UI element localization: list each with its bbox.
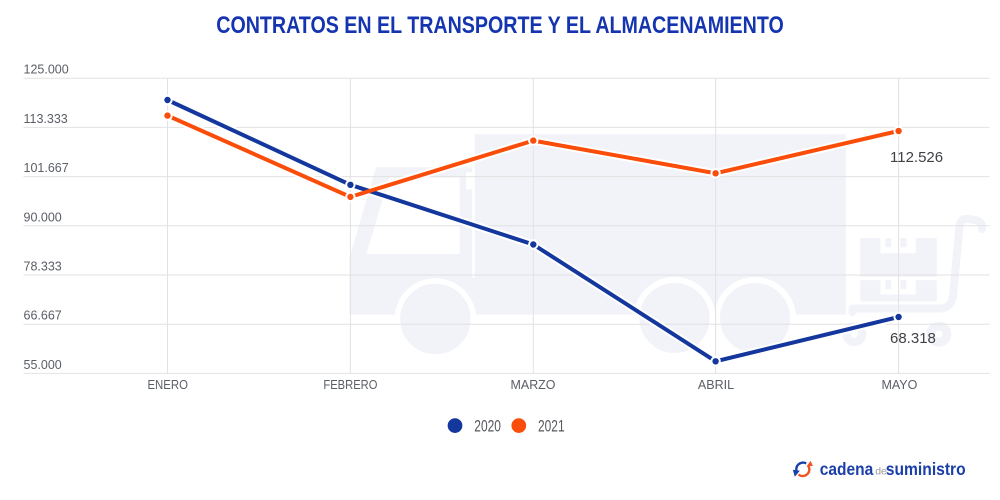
svg-text:de: de — [875, 466, 887, 478]
svg-text:FEBRERO: FEBRERO — [323, 377, 377, 392]
svg-text:125.000: 125.000 — [24, 63, 69, 77]
svg-text:90.000: 90.000 — [24, 210, 62, 224]
svg-text:ENERO: ENERO — [147, 378, 188, 393]
svg-text:68.318: 68.318 — [890, 330, 936, 347]
svg-text:66.667: 66.667 — [24, 309, 62, 323]
svg-text:CONTRATOS EN EL TRANSPORTE Y E: CONTRATOS EN EL TRANSPORTE Y EL ALMACENA… — [216, 11, 783, 39]
svg-text:MARZO: MARZO — [511, 378, 556, 392]
svg-text:112.526: 112.526 — [890, 149, 943, 166]
svg-text:suministro: suministro — [886, 459, 966, 479]
svg-text:2020: 2020 — [474, 418, 501, 436]
svg-text:113.333: 113.333 — [24, 112, 68, 126]
svg-text:2021: 2021 — [538, 418, 565, 436]
svg-text:55.000: 55.000 — [24, 358, 62, 372]
svg-text:78.333: 78.333 — [24, 260, 62, 274]
svg-text:MAYO: MAYO — [881, 378, 917, 392]
svg-text:101.667: 101.667 — [24, 161, 69, 175]
svg-text:ABRIL: ABRIL — [698, 378, 734, 392]
svg-text:cadena: cadena — [820, 459, 874, 479]
